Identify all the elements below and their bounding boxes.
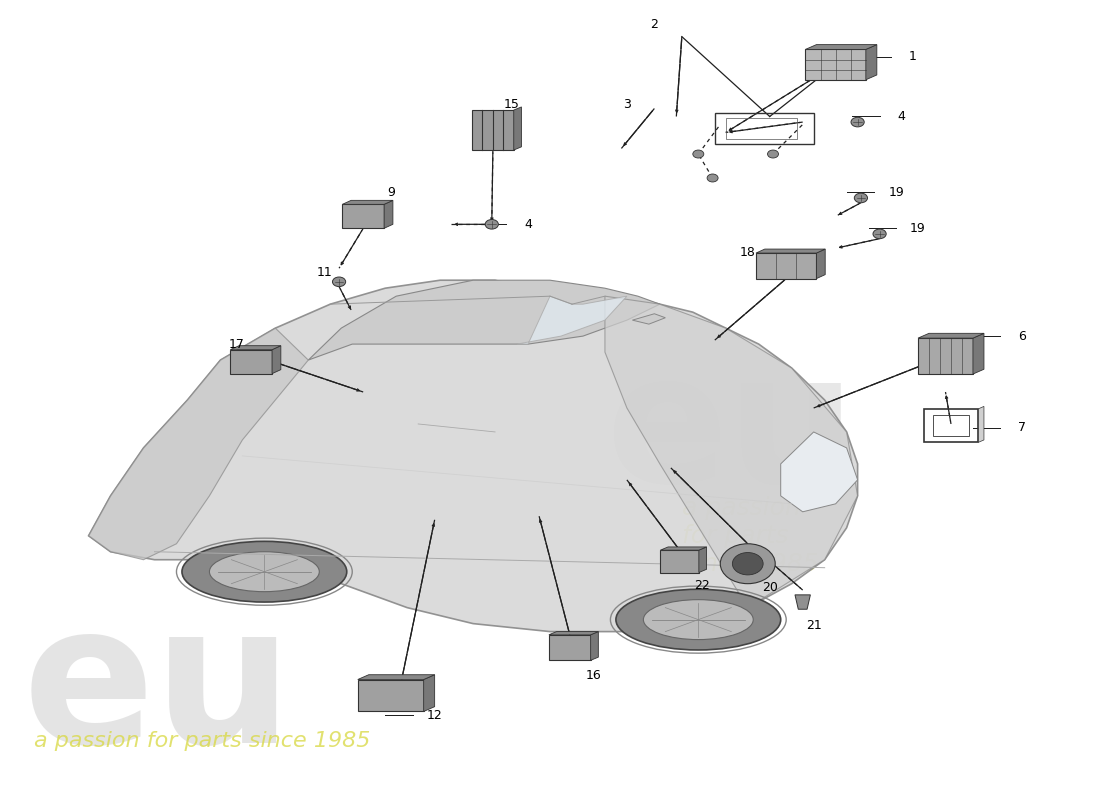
- Text: 12: 12: [427, 709, 442, 722]
- Polygon shape: [805, 45, 877, 50]
- Polygon shape: [358, 674, 434, 679]
- Polygon shape: [424, 674, 434, 711]
- Circle shape: [873, 229, 887, 238]
- Circle shape: [720, 544, 775, 584]
- Text: 16: 16: [586, 669, 602, 682]
- Polygon shape: [781, 432, 858, 512]
- Circle shape: [768, 150, 779, 158]
- Polygon shape: [517, 296, 627, 344]
- Polygon shape: [979, 406, 984, 442]
- FancyBboxPatch shape: [549, 634, 591, 660]
- Polygon shape: [89, 328, 308, 560]
- FancyBboxPatch shape: [342, 204, 384, 228]
- FancyBboxPatch shape: [660, 550, 698, 573]
- Ellipse shape: [616, 590, 781, 650]
- Polygon shape: [605, 296, 858, 608]
- Text: 17: 17: [229, 338, 245, 350]
- Text: 22: 22: [694, 578, 710, 592]
- FancyBboxPatch shape: [472, 110, 514, 150]
- Polygon shape: [272, 346, 280, 374]
- Polygon shape: [342, 200, 393, 204]
- Polygon shape: [756, 249, 825, 253]
- Text: a passion for parts since 1985: a passion for parts since 1985: [34, 731, 370, 751]
- Polygon shape: [816, 249, 825, 278]
- Text: eu: eu: [23, 595, 294, 783]
- Polygon shape: [514, 107, 521, 150]
- Polygon shape: [974, 334, 984, 374]
- Ellipse shape: [182, 542, 346, 602]
- Polygon shape: [308, 280, 660, 360]
- Text: 1: 1: [909, 50, 916, 63]
- Text: 21: 21: [806, 618, 822, 632]
- Text: eu: eu: [605, 344, 856, 520]
- Polygon shape: [632, 314, 666, 324]
- Text: 19: 19: [888, 186, 904, 199]
- Circle shape: [733, 553, 763, 575]
- Polygon shape: [549, 631, 598, 634]
- FancyBboxPatch shape: [918, 338, 974, 374]
- Text: 18: 18: [740, 246, 756, 258]
- Polygon shape: [230, 346, 280, 350]
- Polygon shape: [866, 45, 877, 80]
- Text: 7: 7: [1019, 422, 1026, 434]
- FancyBboxPatch shape: [230, 350, 272, 374]
- FancyBboxPatch shape: [756, 253, 816, 278]
- Polygon shape: [384, 200, 393, 228]
- Ellipse shape: [644, 600, 754, 639]
- FancyBboxPatch shape: [358, 679, 424, 711]
- Polygon shape: [591, 631, 598, 660]
- FancyBboxPatch shape: [805, 50, 866, 80]
- Text: 9: 9: [387, 186, 395, 199]
- Ellipse shape: [209, 552, 319, 592]
- Text: 15: 15: [504, 98, 519, 111]
- Polygon shape: [795, 595, 811, 610]
- Text: 6: 6: [1019, 330, 1026, 342]
- Text: 11: 11: [317, 266, 332, 278]
- Polygon shape: [89, 280, 858, 631]
- Circle shape: [332, 277, 345, 286]
- Circle shape: [855, 193, 868, 202]
- Text: 20: 20: [762, 581, 778, 594]
- Text: 4: 4: [524, 218, 532, 231]
- Text: a passion
for parts
since 1985: a passion for parts since 1985: [682, 496, 818, 576]
- Circle shape: [485, 219, 498, 229]
- Polygon shape: [660, 547, 706, 550]
- Polygon shape: [918, 334, 984, 338]
- Text: 3: 3: [623, 98, 630, 111]
- Polygon shape: [698, 547, 706, 573]
- Text: 2: 2: [650, 18, 658, 31]
- Circle shape: [851, 118, 865, 127]
- Circle shape: [693, 150, 704, 158]
- Text: 19: 19: [910, 222, 926, 234]
- Text: 4: 4: [898, 110, 905, 123]
- Circle shape: [707, 174, 718, 182]
